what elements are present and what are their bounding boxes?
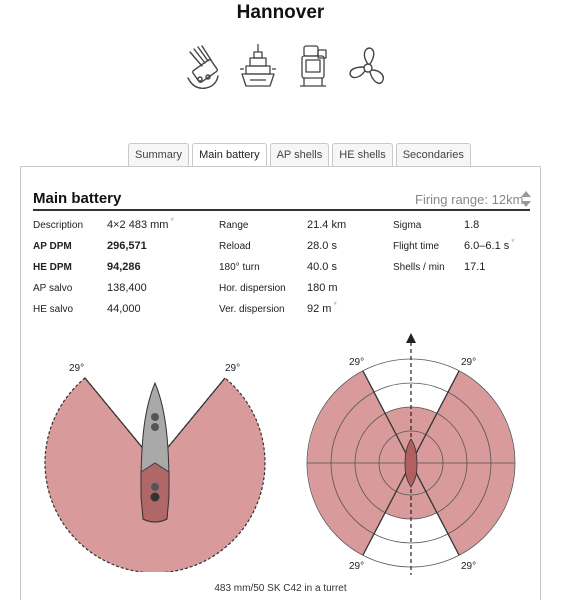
stat-label-shells-per-min: Shells / min (393, 262, 445, 273)
stat-label-he-salvo: HE salvo (33, 304, 74, 315)
stat-value-range: 21.4 km (307, 219, 347, 231)
hull-icon[interactable] (236, 42, 280, 94)
stat-label-description: Description (33, 220, 84, 231)
bow-arrow-icon (406, 333, 416, 343)
stat-label-ap-salvo: AP salvo (33, 283, 73, 294)
stat-value-reload: 28.0 s (307, 240, 337, 252)
polar-sector-diagram: 29° 29° 29° 29° (306, 333, 516, 575)
ship-silhouette (404, 438, 418, 488)
top-right-angle-label: 29° (461, 357, 476, 368)
firing-range-label: Firing range: (415, 192, 488, 207)
tab-main-battery[interactable]: Main battery (192, 143, 267, 167)
stat-label-hor-dispersion: Hor. dispersion (219, 283, 286, 294)
stat-value-he-salvo: 44,000 (107, 303, 141, 315)
stat-label-reload: Reload (219, 241, 251, 252)
stat-label-flight-time: Flight time (393, 241, 440, 252)
stat-label-he-dpm: HE DPM (33, 262, 72, 273)
stat-value-shells-per-min: 17.1 (464, 261, 486, 273)
stat-label-ap-dpm: AP DPM (33, 241, 72, 252)
title-divider (33, 209, 530, 211)
stat-label-turn-time: 180° turn (219, 262, 260, 273)
stat-label-sigma: Sigma (393, 220, 422, 231)
turret-marker (151, 413, 159, 421)
firing-range-selector[interactable]: Firing range: 12km (415, 192, 523, 207)
stat-value-flight-time-text: 6.0–6.1 s (464, 240, 510, 252)
stat-value-ver-dispersion-text: 92 m (307, 303, 332, 315)
turret-marker (151, 423, 159, 431)
main-battery-panel: Main battery Firing range: 12km Descript… (20, 166, 541, 600)
turret-marker-active (150, 492, 160, 502)
tab-secondaries[interactable]: Secondaries (395, 143, 471, 166)
range-stepper-icon[interactable] (520, 189, 532, 209)
stat-value-hor-dispersion: 180 m (307, 282, 338, 294)
tab-bar: Summary Main battery AP shells HE shells… (128, 143, 471, 167)
stat-value-ap-dpm: 296,571 (107, 240, 147, 252)
stat-label-range: Range (219, 220, 249, 231)
firing-range-value: 12km (491, 192, 524, 207)
stat-value-ver-dispersion: 92 m * (307, 300, 337, 315)
top-left-angle-label: 29° (349, 357, 364, 368)
tab-he-shells[interactable]: HE shells (332, 143, 393, 166)
page-title: Hannover (236, 2, 325, 23)
bottom-left-angle-label: 29° (349, 561, 364, 572)
engine-icon[interactable] (292, 42, 336, 94)
stat-value-turn-time: 40.0 s (307, 261, 337, 273)
gun-caption: 483 mm/50 SK C42 in a turret (214, 583, 347, 594)
panel-title: Main battery (33, 190, 122, 207)
turret-arc-diagram: 29° 29° (44, 363, 266, 572)
stat-value-sigma: 1.8 (464, 219, 480, 231)
stat-label-ver-dispersion: Ver. dispersion (219, 304, 285, 315)
asterisk-icon[interactable]: * (333, 300, 337, 310)
asterisk-icon[interactable]: * (170, 216, 174, 226)
stat-value-he-dpm: 94,286 (107, 261, 141, 273)
stat-value-description: 4×2 483 mm * (107, 216, 174, 231)
stat-value-ap-salvo: 138,400 (107, 282, 147, 294)
turret-marker (151, 483, 159, 491)
stat-value-flight-time: 6.0–6.1 s * (464, 237, 515, 252)
left-arc-angle-label: 29° (69, 363, 84, 374)
module-icon-row (178, 42, 390, 98)
bottom-right-angle-label: 29° (461, 561, 476, 572)
asterisk-icon[interactable]: * (511, 237, 515, 247)
main-battery-icon[interactable] (180, 42, 224, 94)
tab-summary[interactable]: Summary (128, 143, 190, 166)
stat-value-description-text: 4×2 483 mm (107, 219, 169, 231)
propeller-icon[interactable] (346, 42, 390, 94)
tab-ap-shells[interactable]: AP shells (269, 143, 330, 166)
right-arc-angle-label: 29° (225, 363, 240, 374)
